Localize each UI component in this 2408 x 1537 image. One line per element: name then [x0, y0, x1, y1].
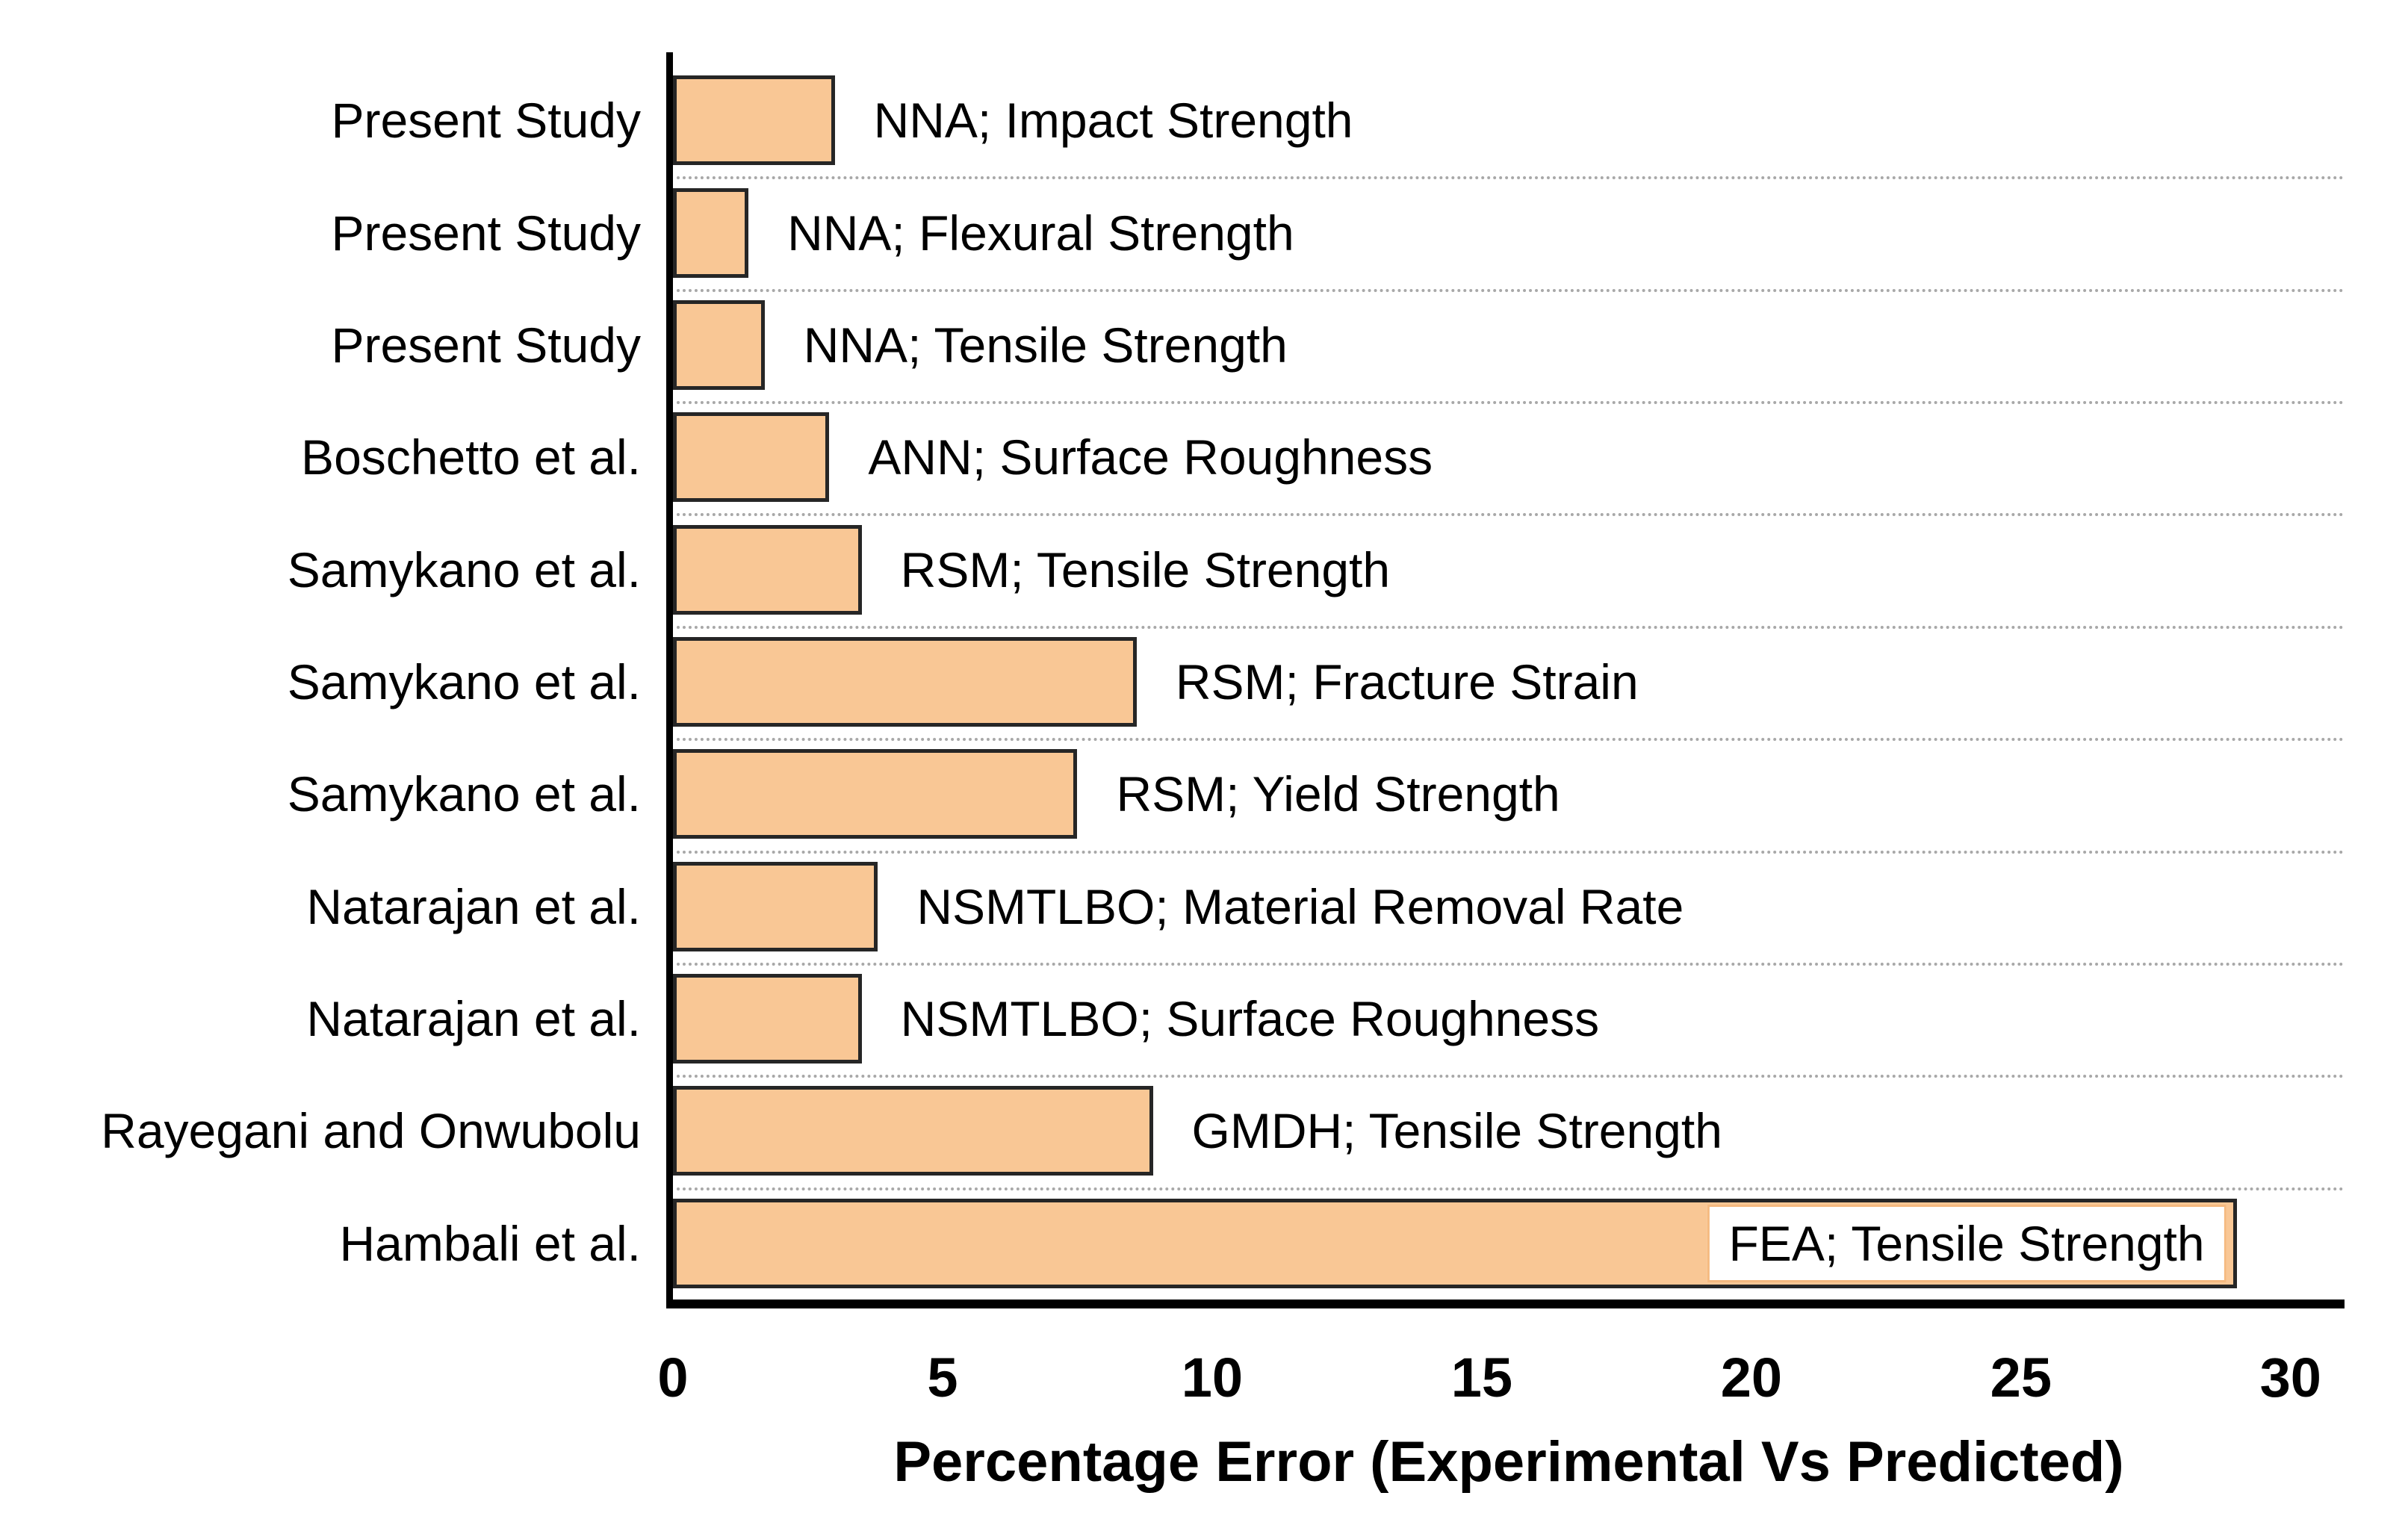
bar-label: RSM; Tensile Strength	[900, 541, 1391, 597]
category-label: Present Study	[331, 93, 641, 149]
bar	[673, 637, 1137, 727]
x-tick-label: 10	[1181, 1347, 1244, 1409]
bar-label-box: FEA; Tensile Strength	[1707, 1204, 2227, 1282]
bar	[673, 412, 830, 503]
x-tick-label: 5	[927, 1347, 958, 1409]
bar	[673, 187, 749, 278]
x-tick-label: 20	[1720, 1347, 1783, 1409]
bar	[673, 749, 1078, 839]
category-label: Boschetto et al.	[301, 429, 641, 485]
x-tick-label: 30	[2259, 1347, 2321, 1409]
bar	[673, 1086, 1153, 1176]
category-label: Present Study	[331, 317, 641, 373]
category-label: Natarajan et al.	[306, 991, 641, 1047]
bar-label: NNA; Flexural Strength	[787, 205, 1294, 261]
bar-label: GMDH; Tensile Strength	[1191, 1103, 1722, 1159]
bar	[673, 861, 878, 951]
gridline	[677, 962, 2345, 966]
category-label: Natarajan et al.	[306, 878, 641, 934]
category-label: Hambali et al.	[339, 1215, 641, 1271]
category-label: Rayegani and Onwubolu	[101, 1103, 641, 1159]
bar	[673, 75, 835, 166]
bar-label: NSMTLBO; Material Removal Rate	[916, 878, 1684, 934]
bar-label: ANN; Surface Roughness	[868, 429, 1433, 485]
gridline	[677, 513, 2345, 517]
gridline	[677, 738, 2345, 742]
category-label: Present Study	[331, 205, 641, 261]
x-tick-label: 0	[657, 1347, 689, 1409]
x-axis-title: Percentage Error (Experimental Vs Predic…	[893, 1430, 2124, 1494]
gridline	[677, 401, 2345, 405]
y-axis-line	[666, 52, 673, 1308]
category-label: Samykano et al.	[287, 654, 641, 709]
bar	[673, 524, 862, 615]
gridline	[677, 1075, 2345, 1078]
gridline	[677, 288, 2345, 292]
bar	[673, 974, 862, 1064]
gridline	[677, 176, 2345, 180]
bar-label: RSM; Fracture Strain	[1175, 654, 1639, 709]
x-axis-line	[666, 1300, 2345, 1308]
bar-label: NNA; Impact Strength	[873, 93, 1353, 149]
x-tick-label: 25	[1990, 1347, 2052, 1409]
x-tick-label: 15	[1450, 1347, 1513, 1409]
bar	[673, 299, 765, 390]
bar-label: RSM; Yield Strength	[1116, 766, 1560, 822]
category-label: Samykano et al.	[287, 541, 641, 597]
bar-label: NNA; Tensile Strength	[803, 317, 1288, 373]
category-label: Samykano et al.	[287, 766, 641, 822]
gridline	[677, 625, 2345, 629]
gridline	[677, 850, 2345, 854]
bar-label: NSMTLBO; Surface Roughness	[900, 991, 1600, 1047]
gridline	[677, 1187, 2345, 1190]
